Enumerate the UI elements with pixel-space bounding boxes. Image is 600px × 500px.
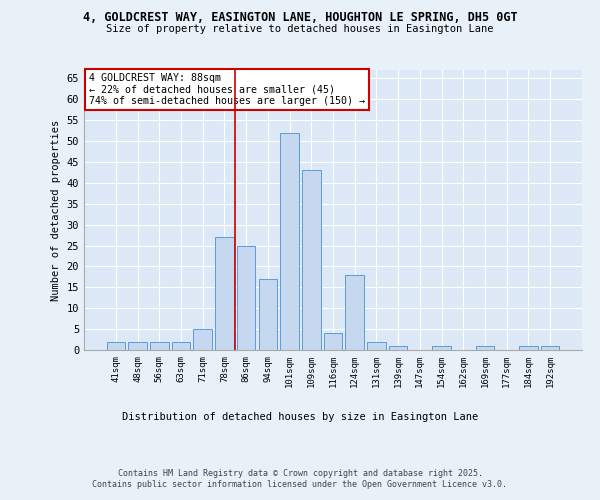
Text: 4 GOLDCREST WAY: 88sqm
← 22% of detached houses are smaller (45)
74% of semi-det: 4 GOLDCREST WAY: 88sqm ← 22% of detached… xyxy=(89,73,365,106)
Text: Size of property relative to detached houses in Easington Lane: Size of property relative to detached ho… xyxy=(106,24,494,34)
Text: Distribution of detached houses by size in Easington Lane: Distribution of detached houses by size … xyxy=(122,412,478,422)
Bar xyxy=(215,237,233,350)
Y-axis label: Number of detached properties: Number of detached properties xyxy=(51,120,61,300)
Bar xyxy=(172,342,190,350)
Bar xyxy=(302,170,320,350)
Bar xyxy=(346,275,364,350)
Bar xyxy=(259,279,277,350)
Bar xyxy=(193,329,212,350)
Bar xyxy=(476,346,494,350)
Text: Contains public sector information licensed under the Open Government Licence v3: Contains public sector information licen… xyxy=(92,480,508,489)
Bar xyxy=(367,342,386,350)
Bar xyxy=(324,334,342,350)
Bar xyxy=(519,346,538,350)
Bar xyxy=(150,342,169,350)
Bar xyxy=(128,342,147,350)
Text: Contains HM Land Registry data © Crown copyright and database right 2025.: Contains HM Land Registry data © Crown c… xyxy=(118,469,482,478)
Bar xyxy=(237,246,256,350)
Bar xyxy=(389,346,407,350)
Bar xyxy=(433,346,451,350)
Bar xyxy=(107,342,125,350)
Bar xyxy=(541,346,559,350)
Bar xyxy=(280,132,299,350)
Text: 4, GOLDCREST WAY, EASINGTON LANE, HOUGHTON LE SPRING, DH5 0GT: 4, GOLDCREST WAY, EASINGTON LANE, HOUGHT… xyxy=(83,11,517,24)
